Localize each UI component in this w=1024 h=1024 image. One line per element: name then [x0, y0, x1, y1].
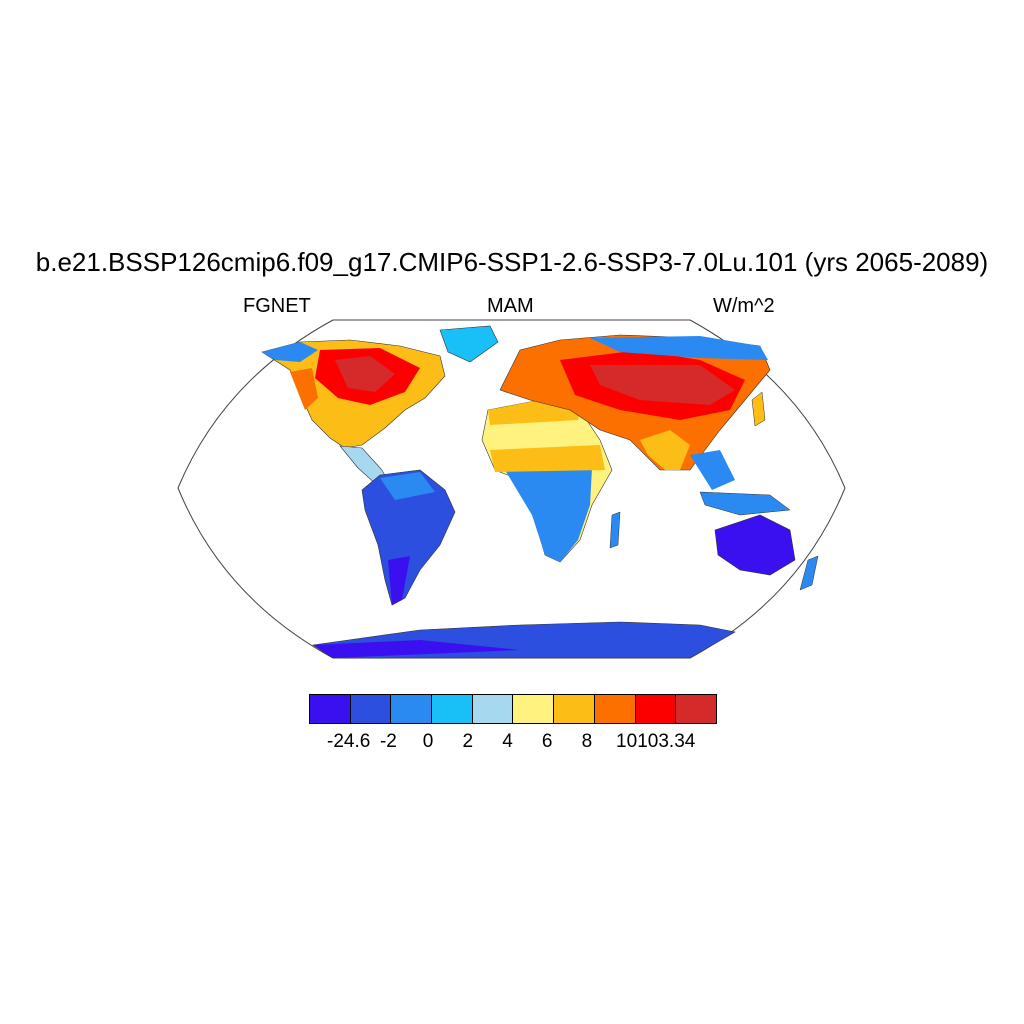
colorbar-swatch-7	[593, 694, 635, 724]
japan	[751, 391, 766, 427]
season-label: MAM	[487, 295, 534, 317]
alaska	[262, 342, 318, 362]
indonesia	[699, 491, 791, 516]
africa-band	[490, 445, 605, 472]
plot-title: b.e21.BSSP126cmip6.f09_g17.CMIP6-SSP1-2.…	[35, 247, 989, 277]
colorbar-tick-label: 8	[581, 731, 593, 752]
colorbar-tick-label: 103.34	[637, 731, 696, 752]
new-zealand	[799, 555, 819, 591]
south-america-north	[380, 472, 435, 500]
units-label: W/m^2	[713, 295, 775, 317]
colorbar-swatch-1	[349, 694, 391, 724]
variable-label: FGNET	[243, 295, 311, 317]
colorbar	[309, 694, 717, 724]
colorbar-tick-label: 6	[541, 731, 553, 752]
colorbar-swatch-2	[390, 694, 432, 724]
south-america	[361, 469, 456, 606]
colorbar-swatch-4	[471, 694, 513, 724]
southeast-asia	[690, 450, 735, 490]
colorbar-swatch-3	[431, 694, 472, 724]
madagascar	[609, 511, 621, 549]
greenland	[439, 325, 499, 363]
colorbar-swatch-8	[634, 694, 676, 724]
colorbar-tick-label: 10	[616, 731, 638, 752]
africa-south	[505, 468, 592, 562]
colorbar-swatch-6	[553, 694, 594, 724]
colorbar-tick-label: 2	[462, 731, 474, 752]
antarctica-edge	[313, 640, 520, 658]
colorbar-tick-label: 0	[422, 731, 434, 752]
colorbar-tick-label: -24.6	[327, 731, 371, 752]
colorbar-tick-label: 4	[502, 731, 513, 752]
eurasia-hotter	[590, 365, 735, 405]
north-america-hotter	[335, 356, 395, 392]
colorbar-swatch-5	[512, 694, 554, 724]
colorbar-swatch-0	[309, 694, 350, 724]
siberia-north	[590, 336, 768, 360]
australia	[714, 514, 796, 576]
colorbar-swatch-9	[675, 694, 717, 724]
north-america-west	[290, 368, 318, 410]
colorbar-tick-label: -2	[379, 731, 397, 752]
india	[640, 430, 690, 470]
south-america-tip	[388, 556, 410, 605]
